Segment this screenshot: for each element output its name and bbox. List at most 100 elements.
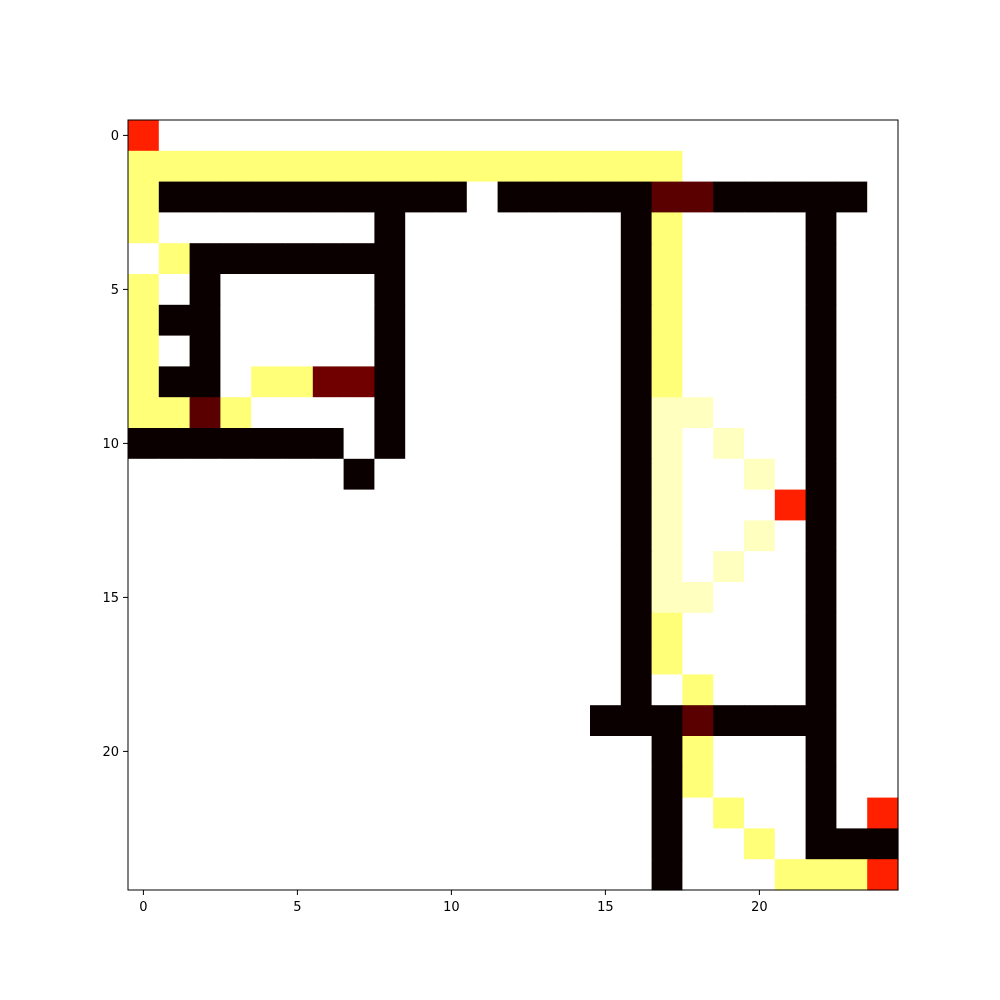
heatmap-cell <box>836 335 868 367</box>
heatmap-cell <box>682 766 714 799</box>
heatmap-cell <box>590 428 622 460</box>
heatmap-cell <box>651 551 683 583</box>
heatmap-cell <box>620 212 653 244</box>
heatmap-cell <box>620 274 653 306</box>
heatmap-cell <box>158 797 191 829</box>
heatmap-cell <box>774 551 807 583</box>
heatmap-cell <box>466 674 499 706</box>
heatmap-cell <box>405 397 437 429</box>
heatmap-cell <box>774 397 807 429</box>
heatmap-cell <box>466 489 499 521</box>
heatmap-cell <box>559 705 591 737</box>
heatmap-cell <box>590 150 622 183</box>
heatmap-cell <box>805 582 837 614</box>
heatmap-cell <box>189 120 221 152</box>
heatmap-cell <box>836 428 868 460</box>
heatmap-cell <box>497 458 529 491</box>
heatmap-cell <box>528 551 560 583</box>
heatmap-cell <box>836 643 868 675</box>
heatmap-cell <box>836 304 868 337</box>
heatmap-cell <box>282 243 314 275</box>
heatmap-cell <box>282 828 314 860</box>
heatmap-cell <box>774 766 807 799</box>
heatmap-cell <box>497 181 529 213</box>
heatmap-cell <box>713 859 745 891</box>
heatmap-cell <box>405 212 437 244</box>
heatmap-cell <box>343 243 375 275</box>
heatmap-cell <box>836 828 868 860</box>
heatmap-cell <box>559 674 591 706</box>
heatmap-cell <box>651 150 683 183</box>
heatmap-cell <box>128 335 160 367</box>
heatmap-cell <box>128 859 160 891</box>
heatmap-cell <box>744 766 776 799</box>
heatmap-cell <box>559 366 591 398</box>
heatmap-cell <box>158 335 191 367</box>
heatmap-cell <box>867 612 899 645</box>
heatmap-cell <box>312 859 345 891</box>
heatmap-cell <box>282 612 314 645</box>
heatmap-cell <box>774 458 807 491</box>
heatmap-cell <box>497 335 529 367</box>
heatmap-cell <box>343 458 375 491</box>
heatmap-cell <box>282 582 314 614</box>
heatmap-cell <box>436 304 468 337</box>
heatmap-cell <box>590 766 622 799</box>
heatmap-cell <box>682 181 714 213</box>
heatmap-cell <box>343 859 375 891</box>
heatmap-cell <box>466 397 499 429</box>
heatmap-cell <box>744 120 776 152</box>
heatmap-cell <box>466 428 499 460</box>
heatmap-cell <box>343 674 375 706</box>
heatmap-cell <box>251 274 283 306</box>
heatmap-cell <box>528 120 560 152</box>
heatmap-cell <box>744 335 776 367</box>
heatmap-cell <box>651 859 683 891</box>
heatmap-cell <box>774 674 807 706</box>
heatmap-cell <box>282 428 314 460</box>
heatmap-cell <box>436 797 468 829</box>
heatmap-cell <box>466 859 499 891</box>
heatmap-cell <box>744 612 776 645</box>
heatmap-cell <box>158 643 191 675</box>
heatmap-cell <box>528 797 560 829</box>
heatmap-cell <box>836 366 868 398</box>
heatmap-cell <box>343 150 375 183</box>
heatmap-cell <box>343 612 375 645</box>
heatmap-cell <box>282 181 314 213</box>
heatmap-cell <box>651 428 683 460</box>
heatmap-cell <box>374 766 406 799</box>
heatmap-cell <box>805 212 837 244</box>
heatmap-cell <box>805 274 837 306</box>
heatmap-cell <box>497 520 529 552</box>
heatmap-cell <box>374 582 406 614</box>
heatmap-cell <box>312 797 345 829</box>
heatmap-cell <box>466 736 499 768</box>
heatmap-cell <box>836 181 868 213</box>
heatmap-cell <box>774 797 807 829</box>
heatmap-cell <box>805 797 837 829</box>
heatmap-cell <box>867 643 899 675</box>
heatmap-cell <box>374 212 406 244</box>
heatmap-cell <box>497 582 529 614</box>
heatmap-cell <box>128 828 160 860</box>
heatmap-cell <box>559 736 591 768</box>
heatmap-cell <box>282 120 314 152</box>
heatmap-cell <box>805 736 837 768</box>
heatmap-cell <box>805 243 837 275</box>
x-tick-label: 10 <box>443 900 460 915</box>
heatmap-cell <box>682 397 714 429</box>
heatmap-cell <box>189 582 221 614</box>
heatmap-cell <box>312 643 345 675</box>
heatmap-cell <box>497 428 529 460</box>
heatmap-cell <box>436 120 468 152</box>
heatmap-cell <box>374 274 406 306</box>
heatmap-cell <box>374 243 406 275</box>
heatmap-cell <box>836 551 868 583</box>
heatmap-cell <box>405 582 437 614</box>
heatmap-cell <box>436 674 468 706</box>
heatmap-cell <box>774 150 807 183</box>
heatmap-cell <box>189 243 221 275</box>
heatmap-cell <box>466 612 499 645</box>
heatmap-cell <box>682 674 714 706</box>
